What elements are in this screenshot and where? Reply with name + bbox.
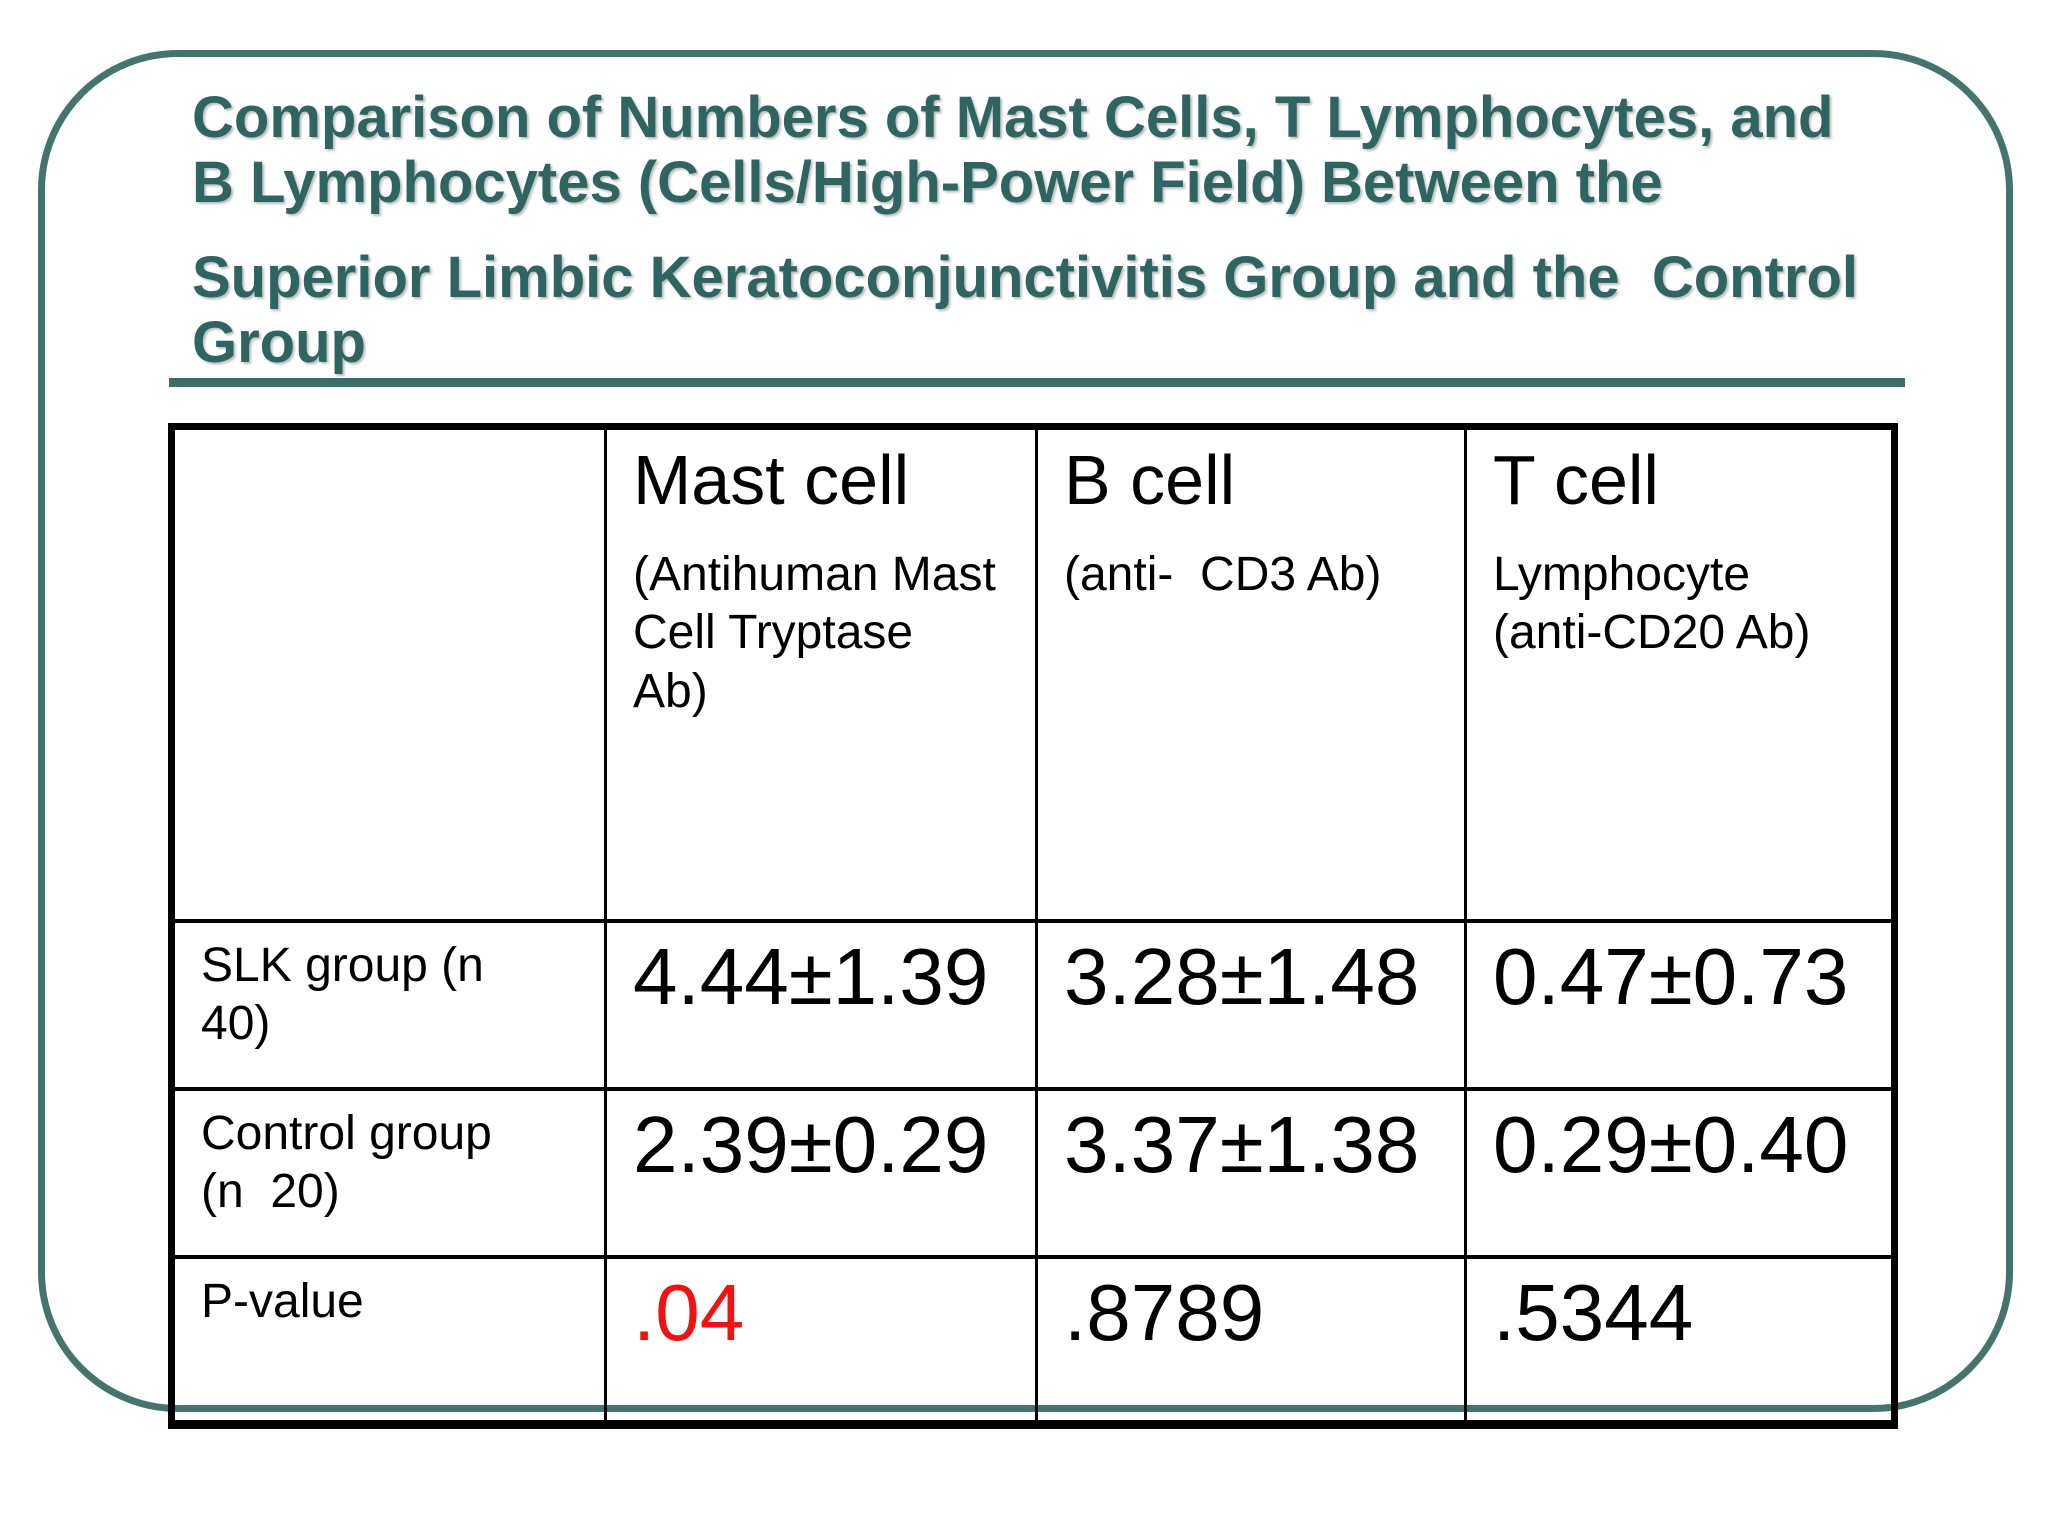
cell-slk-tcell-value: 0.47±0.73: [1464, 918, 1896, 1091]
slide-title-paragraph-2: Superior Limbic Keratoconjunctivitis Gro…: [192, 244, 1858, 375]
cell-control-bcell-value: 3.37±1.38: [1035, 1086, 1467, 1259]
cell-pvalue-mast: .04: [604, 1254, 1038, 1427]
table-corner-cell: [170, 424, 607, 923]
column-subtitle: Lymphocyte (anti-CD20 Ab): [1493, 547, 1811, 660]
slide-title-paragraph-1: Comparison of Numbers of Mast Cells, T L…: [192, 85, 1834, 215]
cell-control-tcell-value: 0.29±0.40: [1464, 1086, 1896, 1259]
title-underline-rule: [169, 378, 1905, 387]
table-row-p-value: P-value .04 .8789 .5344: [170, 1254, 1896, 1427]
cell-pvalue-bcell: .8789: [1035, 1254, 1467, 1427]
table-row-control-group: Control group (n 20) 2.39±0.29 3.37±1.38…: [170, 1086, 1896, 1259]
table-header-row: Mast cell (Antihuman Mast Cell Tryptase …: [170, 424, 1896, 923]
column-title: Mast cell: [633, 441, 910, 519]
table-row-slk-group: SLK group (n 40) 4.44±1.39 3.28±1.48 0.4…: [170, 918, 1896, 1091]
significant-p-value: .04: [633, 1267, 745, 1357]
column-header-b-cell: B cell (anti- CD3 Ab): [1035, 424, 1467, 923]
column-title: B cell: [1064, 441, 1236, 519]
column-header-t-cell: T cell Lymphocyte (anti-CD20 Ab): [1464, 424, 1896, 923]
column-subtitle: (anti- CD3 Ab): [1064, 547, 1382, 601]
row-label-p-value: P-value: [170, 1254, 607, 1427]
row-label-control-group: Control group (n 20): [170, 1086, 607, 1259]
cell-slk-mast-value: 4.44±1.39: [604, 918, 1038, 1091]
slide-title: Comparison of Numbers of Mast Cells, T L…: [192, 85, 1892, 376]
cell-pvalue-tcell: .5344: [1464, 1254, 1896, 1427]
cell-control-mast-value: 2.39±0.29: [604, 1086, 1038, 1259]
comparison-table: Mast cell (Antihuman Mast Cell Tryptase …: [168, 423, 1898, 1429]
column-header-mast-cell: Mast cell (Antihuman Mast Cell Tryptase …: [604, 424, 1038, 923]
column-subtitle: (Antihuman Mast Cell Tryptase Ab): [633, 547, 996, 718]
cell-slk-bcell-value: 3.28±1.48: [1035, 918, 1467, 1091]
row-label-slk-group: SLK group (n 40): [170, 918, 607, 1091]
column-title: T cell: [1493, 441, 1659, 519]
